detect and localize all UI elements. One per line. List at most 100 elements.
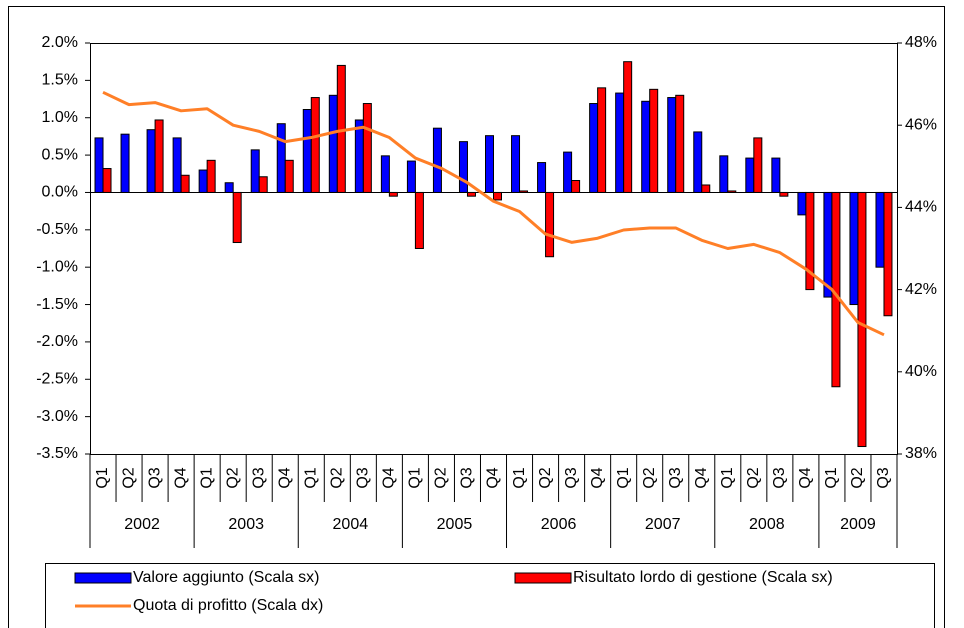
y-tick-label: -2.0% (36, 333, 78, 350)
x-tick-label: Q1 (198, 467, 215, 488)
bar (224, 182, 234, 193)
bar (250, 149, 260, 193)
bar (276, 123, 286, 193)
y-tick-label: 1.0% (42, 109, 78, 126)
bar (466, 191, 476, 197)
legend-label: Risultato lordo di gestione (Scala sx) (573, 569, 833, 586)
x-tick-label: Q3 (771, 467, 788, 488)
bar (406, 160, 416, 193)
bar (94, 137, 104, 193)
x-tick-label: Q4 (589, 467, 606, 488)
bar (146, 129, 156, 193)
bar (883, 191, 893, 317)
y-tick-label: 0.0% (42, 184, 78, 201)
bar (302, 109, 312, 193)
x-tick-label: Q2 (641, 467, 658, 488)
bar (154, 119, 164, 193)
x-tick-label: Q2 (745, 467, 762, 488)
bar (180, 174, 190, 193)
group-label: 2007 (645, 516, 681, 533)
x-tick-label: Q3 (146, 467, 163, 488)
x-tick-label: Q2 (120, 467, 137, 488)
bar (232, 191, 242, 244)
bar (675, 94, 685, 193)
x-tick-label: Q4 (797, 467, 814, 488)
x-tick-label: Q1 (823, 467, 840, 488)
x-tick-label: Q1 (615, 467, 632, 488)
group-label: 2004 (333, 516, 369, 533)
y-tick-label: -1.5% (36, 296, 78, 313)
legend-swatch (514, 572, 572, 584)
y-tick-label: -0.5% (36, 221, 78, 238)
y2-tick-label: 48% (905, 34, 937, 51)
bar (693, 131, 703, 193)
bar (641, 100, 651, 193)
x-tick-label: Q3 (250, 467, 267, 488)
y-tick-label: 1.5% (42, 72, 78, 89)
x-tick-label: Q2 (537, 467, 554, 488)
group-label: 2002 (124, 516, 160, 533)
x-tick-label: Q2 (329, 467, 346, 488)
bar (701, 184, 711, 193)
bar (805, 191, 815, 291)
bar (719, 155, 729, 193)
bar (120, 133, 130, 193)
y-tick-label: -3.0% (36, 408, 78, 425)
x-tick-label: Q2 (849, 467, 866, 488)
bar (493, 191, 502, 201)
x-tick-label: Q2 (433, 467, 450, 488)
x-tick-label: Q3 (667, 467, 684, 488)
bar (172, 137, 182, 193)
y-tick-label: -2.5% (36, 370, 78, 387)
bar (849, 191, 859, 306)
bar (537, 162, 547, 193)
y2-tick-label: 46% (905, 116, 937, 133)
bar (388, 191, 398, 197)
bar (779, 191, 789, 197)
legend-box (45, 563, 935, 628)
group-label: 2009 (840, 516, 876, 533)
x-tick-label: Q3 (875, 467, 892, 488)
bar (649, 88, 659, 193)
bar (563, 151, 573, 193)
bar (597, 87, 607, 193)
line (102, 90, 885, 337)
bar (284, 159, 294, 193)
bar (485, 135, 494, 193)
bar (875, 191, 885, 268)
x-tick-label: Q4 (485, 467, 502, 488)
bar (432, 127, 442, 193)
bar (519, 190, 529, 193)
x-tick-label: Q4 (693, 467, 710, 488)
x-tick-label: Q1 (719, 467, 736, 488)
bar (615, 92, 625, 193)
legend-label: Quota di profitto (Scala dx) (133, 597, 323, 614)
group-label: 2005 (437, 516, 473, 533)
bar (857, 191, 867, 448)
y-tick-label: 0.5% (42, 146, 78, 163)
plot-area (90, 43, 898, 455)
bar (623, 61, 633, 193)
y2-tick-label: 42% (905, 281, 937, 298)
bar (362, 103, 372, 193)
bar (771, 157, 781, 193)
bar (328, 94, 338, 193)
x-tick-label: Q2 (224, 467, 241, 488)
x-tick-label: Q1 (302, 467, 319, 488)
bar (511, 135, 521, 193)
x-tick-label: Q1 (511, 467, 528, 488)
bar (458, 141, 468, 193)
y-tick-label: -1.0% (36, 258, 78, 275)
y-tick-label: -3.5% (36, 445, 78, 462)
bar (310, 97, 320, 193)
bar (380, 155, 390, 193)
x-tick-label: Q4 (172, 467, 189, 488)
bar (102, 168, 112, 193)
bar (258, 176, 268, 193)
group-label: 2006 (541, 516, 577, 533)
y2-tick-label: 38% (905, 445, 937, 462)
bar (823, 191, 833, 298)
x-tick-label: Q1 (407, 467, 424, 488)
y2-tick-label: 40% (905, 363, 937, 380)
bar (571, 179, 581, 193)
